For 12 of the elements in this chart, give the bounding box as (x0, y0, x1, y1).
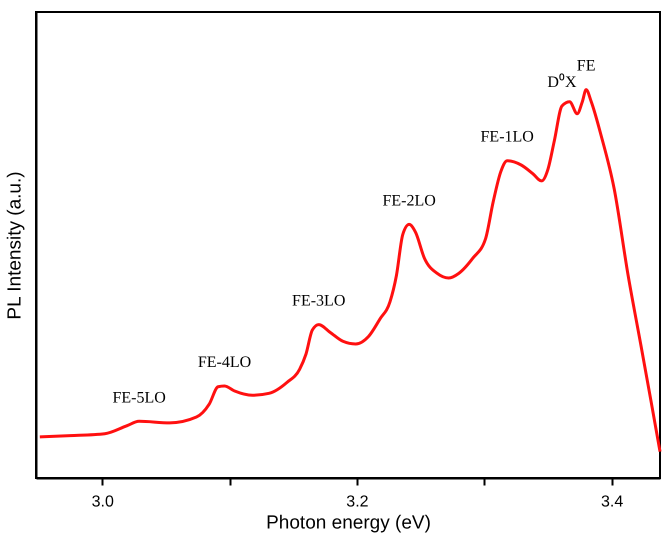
annotation: FE (576, 58, 596, 75)
annotation: FE-3LO (292, 292, 346, 310)
y-axis-title: PL Intensity (a.u.) (4, 171, 26, 320)
x-tick-label: 3.0 (92, 494, 114, 510)
x-axis-title: Photon energy (eV) (266, 512, 431, 534)
x-tick-label: 3.2 (346, 494, 369, 510)
annotation: FE-5LO (112, 389, 166, 406)
annotation: D⁰X (547, 72, 577, 91)
x-tick-label: 3.4 (600, 494, 624, 510)
annotation: FE-4LO (198, 354, 252, 371)
annotation: FE-2LO (382, 192, 436, 210)
annotation: FE-1LO (480, 128, 534, 146)
